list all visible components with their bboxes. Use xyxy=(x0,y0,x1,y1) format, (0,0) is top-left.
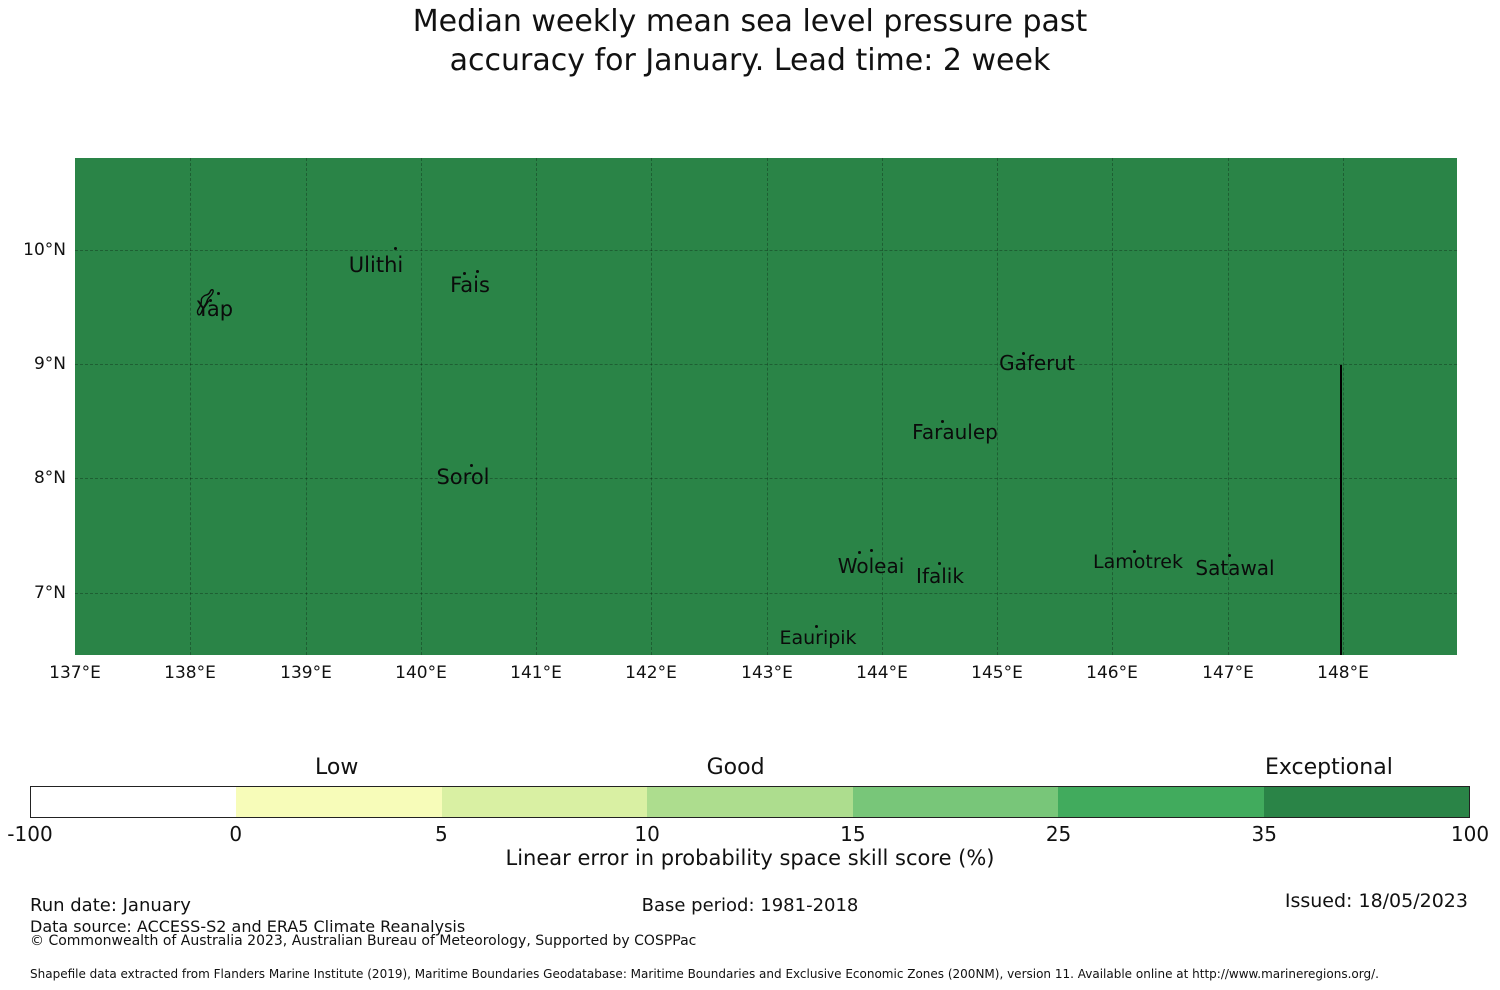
base-period-text: Base period: 1981-2018 xyxy=(641,895,859,916)
gridline-longitude xyxy=(882,158,883,655)
colorbar-tick-label: 0 xyxy=(229,822,243,846)
colorbar-tick-label: -100 xyxy=(7,822,53,846)
colorbar: -100 0 5 10 15 25 35 100 Low Good Exceptional xyxy=(7,755,1489,846)
lon-tick-label: 148°E xyxy=(1317,663,1369,683)
shapefile-note-text: Shapefile data extracted from Flanders M… xyxy=(30,967,1379,981)
colorbar-tick-label: 10 xyxy=(634,822,660,846)
gridline-latitude xyxy=(75,250,1457,251)
gridline-latitude xyxy=(75,364,1457,365)
colorbar-tick-label: 25 xyxy=(1045,822,1072,846)
colorbar-tick-label: 35 xyxy=(1251,822,1278,846)
page-title: Median weekly mean sea level pressure pa… xyxy=(0,2,1500,80)
island-label-satawal: Satawal xyxy=(1195,556,1275,580)
island-label-gaferut: Gaferut xyxy=(999,351,1075,375)
island-marker-dot xyxy=(470,464,473,467)
lon-tick-label: 145°E xyxy=(971,663,1023,683)
island-marker-dot xyxy=(870,549,873,552)
island-label-eauripik: Eauripik xyxy=(779,627,857,649)
gridline-longitude xyxy=(190,158,191,655)
island-marker-dot xyxy=(476,270,479,273)
island-marker-dot xyxy=(1133,550,1136,553)
island-label-faraulep: Faraulep xyxy=(912,420,998,444)
title-line-1: Median weekly mean sea level pressure pa… xyxy=(412,4,1088,39)
island-marker-dot xyxy=(394,247,397,250)
lat-tick-label: 7°N xyxy=(33,583,66,603)
island-marker-dot xyxy=(815,625,818,628)
island-marker-dot xyxy=(463,272,466,275)
lat-tick-label: 8°N xyxy=(33,468,66,488)
title-line-2: accuracy for January. Lead time: 2 week xyxy=(449,43,1051,78)
gridline-longitude xyxy=(1228,158,1229,655)
lon-tick-label: 138°E xyxy=(164,663,216,683)
island-label-fais: Fais xyxy=(450,273,490,297)
colorbar-axis-label: Linear error in probability space skill … xyxy=(505,846,995,870)
gridline-longitude xyxy=(536,158,537,655)
island-marker-dot xyxy=(217,292,220,295)
gridline-longitude xyxy=(1112,158,1113,655)
gridline-longitude xyxy=(421,158,422,655)
lon-tick-label: 139°E xyxy=(280,663,332,683)
issued-date-text: Issued: 18/05/2023 xyxy=(1284,890,1468,912)
island-label-sorol: Sorol xyxy=(436,465,490,489)
island-marker-dot xyxy=(938,562,941,565)
lat-tick-label: 10°N xyxy=(23,240,66,260)
island-label-ulithi: Ulithi xyxy=(348,253,404,277)
gridline-latitude xyxy=(75,478,1457,479)
colorbar-tick-label: 100 xyxy=(1450,822,1490,846)
island-marker-dot xyxy=(209,299,212,302)
gridline-longitude xyxy=(306,158,307,655)
lon-tick-label: 137°E xyxy=(49,663,101,683)
island-marker-dot xyxy=(1228,554,1231,557)
colorbar-segment-5 xyxy=(852,787,1059,817)
data-source-text: Data source: ACCESS-S2 and ERA5 Climate … xyxy=(30,917,466,936)
island-label-woleai: Woleai xyxy=(837,554,905,578)
lon-tick-label: 146°E xyxy=(1086,663,1138,683)
colorbar-tick-label: 5 xyxy=(435,822,448,846)
eez-boundary-line xyxy=(1340,365,1342,655)
lon-tick-label: 140°E xyxy=(395,663,447,683)
lon-tick-label: 143°E xyxy=(741,663,793,683)
colorbar-segment-1 xyxy=(31,787,237,817)
gridline-longitude xyxy=(1343,158,1344,655)
copyright-text: © Commonwealth of Australia 2023, Austra… xyxy=(30,933,697,949)
map-plot-area: Yap Ulithi Fais Sorol Gaferut Faraulep Woleai I… xyxy=(75,158,1457,655)
lon-tick-label: 141°E xyxy=(510,663,562,683)
island-marker-dot xyxy=(858,551,861,554)
colorbar-category-exceptional: Exceptional xyxy=(1264,755,1393,780)
gridline-longitude xyxy=(997,158,998,655)
gridline-longitude xyxy=(651,158,652,655)
colorbar-segment-7 xyxy=(1263,787,1469,817)
colorbar-tick-label: 15 xyxy=(840,822,866,846)
lon-tick-label: 147°E xyxy=(1202,663,1254,683)
island-marker-dot xyxy=(941,420,944,423)
island-marker-dot xyxy=(1022,352,1025,355)
colorbar-category-low: Low xyxy=(315,755,359,780)
colorbar-segment-2 xyxy=(236,787,442,817)
island-label-lamotrek: Lamotrek xyxy=(1093,551,1183,573)
colorbar-strip xyxy=(30,786,1470,818)
lat-tick-label: 9°N xyxy=(33,354,66,374)
colorbar-segment-3 xyxy=(441,787,648,817)
island-label-ifalik: Ifalik xyxy=(916,564,964,588)
yap-island-shape xyxy=(193,287,219,316)
run-date-text: Run date: January xyxy=(30,895,191,916)
colorbar-category-good: Good xyxy=(706,755,765,780)
lon-tick-label: 142°E xyxy=(625,663,677,683)
lon-tick-label: 144°E xyxy=(856,663,908,683)
colorbar-segment-6 xyxy=(1058,787,1264,817)
gridline-longitude xyxy=(767,158,768,655)
colorbar-segment-4 xyxy=(647,787,853,817)
gridline-latitude xyxy=(75,593,1457,594)
